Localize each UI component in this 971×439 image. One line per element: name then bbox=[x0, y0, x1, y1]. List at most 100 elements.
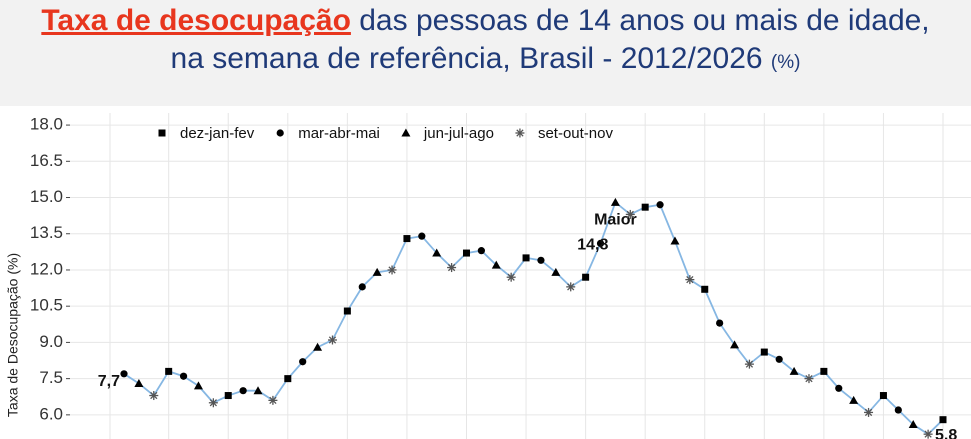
y-tick-label: 9.0 bbox=[39, 332, 63, 351]
marker-asterisk bbox=[268, 395, 278, 405]
asterisk-stroke bbox=[388, 266, 396, 274]
circle bbox=[656, 201, 664, 209]
triangle bbox=[908, 420, 918, 429]
marker-asterisk bbox=[625, 209, 635, 219]
y-tick-label: 13.5 bbox=[30, 223, 63, 242]
marker-asterisk bbox=[744, 359, 754, 369]
marker-triangle bbox=[908, 420, 918, 429]
marker-square bbox=[582, 273, 590, 281]
marker-square bbox=[760, 348, 768, 356]
asterisk-stroke bbox=[567, 283, 575, 291]
triangle bbox=[730, 340, 740, 349]
square bbox=[403, 235, 411, 243]
value-label: 5,8 bbox=[935, 427, 957, 439]
circle bbox=[775, 355, 783, 363]
marker-circle bbox=[418, 232, 426, 240]
square bbox=[939, 416, 947, 424]
marker-triangle bbox=[849, 395, 859, 404]
circle bbox=[835, 384, 843, 392]
marker-circle bbox=[477, 247, 485, 255]
legend-label: dez-jan-fev bbox=[180, 125, 255, 142]
marker-square bbox=[284, 375, 292, 383]
square bbox=[165, 367, 173, 375]
square bbox=[879, 392, 887, 400]
asterisk-stroke bbox=[805, 374, 813, 383]
marker-triangle bbox=[789, 366, 799, 375]
marker-circle bbox=[179, 372, 188, 380]
asterisk-stroke bbox=[924, 430, 932, 438]
asterisk-stroke bbox=[150, 391, 158, 400]
marker-asterisk bbox=[208, 398, 218, 408]
marker-circle bbox=[358, 283, 366, 291]
marker-asterisk bbox=[327, 335, 337, 345]
marker-triangle bbox=[730, 340, 740, 349]
asterisk-stroke bbox=[864, 408, 873, 417]
marker-triangle bbox=[134, 378, 144, 387]
square bbox=[760, 348, 768, 356]
legend-label: set-out-nov bbox=[538, 125, 614, 142]
value-label: 14,8 bbox=[577, 237, 608, 254]
triangle bbox=[193, 381, 203, 390]
title-unit: (%) bbox=[770, 52, 801, 73]
square bbox=[820, 367, 828, 375]
marker-square bbox=[224, 392, 232, 400]
marker-asterisk bbox=[506, 272, 516, 282]
title-highlight: Taxa de desocupação bbox=[41, 4, 351, 37]
marker-square bbox=[462, 249, 470, 257]
asterisk-stroke bbox=[209, 399, 217, 407]
marker-square bbox=[522, 254, 530, 262]
triangle bbox=[551, 267, 561, 276]
circle bbox=[120, 370, 128, 378]
marker-circle bbox=[775, 355, 783, 363]
triangle bbox=[134, 378, 144, 387]
asterisk-stroke bbox=[686, 275, 694, 284]
legend-marker bbox=[158, 129, 166, 137]
asterisk-stroke bbox=[328, 336, 337, 344]
marker-circle bbox=[835, 384, 843, 392]
legend-marker bbox=[276, 129, 284, 137]
triangle bbox=[372, 267, 382, 276]
asterisk-stroke bbox=[626, 210, 634, 219]
square bbox=[582, 273, 590, 281]
circle bbox=[299, 358, 307, 366]
square bbox=[224, 392, 232, 400]
asterisk-stroke bbox=[507, 273, 515, 281]
square bbox=[701, 285, 709, 293]
triangle bbox=[610, 197, 620, 206]
marker-triangle bbox=[193, 381, 203, 390]
triangle bbox=[432, 248, 442, 257]
marker-square bbox=[820, 367, 828, 375]
triangle bbox=[253, 386, 263, 395]
marker-triangle bbox=[551, 267, 561, 276]
header: Taxa de desocupação das pessoas de 14 an… bbox=[0, 0, 971, 106]
square bbox=[343, 307, 351, 315]
marker-circle bbox=[537, 256, 545, 264]
y-tick-label: 12.0 bbox=[30, 259, 63, 278]
y-tick-label: 18.0 bbox=[30, 115, 63, 134]
y-tick-label: 7.5 bbox=[39, 368, 63, 387]
circle bbox=[894, 406, 902, 414]
square bbox=[641, 203, 649, 211]
triangle bbox=[491, 260, 501, 269]
marker-triangle bbox=[491, 260, 501, 269]
circle bbox=[716, 319, 724, 327]
marker-square bbox=[701, 285, 709, 293]
marker-triangle bbox=[313, 342, 323, 351]
marker-square bbox=[879, 392, 887, 400]
marker-square bbox=[939, 416, 947, 424]
marker-square bbox=[403, 235, 411, 243]
marker-square bbox=[343, 307, 351, 315]
annotation: Maior bbox=[594, 212, 637, 229]
marker-triangle bbox=[253, 386, 263, 395]
marker-circle bbox=[596, 239, 605, 247]
circle bbox=[477, 247, 485, 255]
square bbox=[522, 254, 530, 262]
marker-triangle bbox=[610, 197, 620, 206]
asterisk-stroke bbox=[269, 396, 277, 405]
triangle bbox=[670, 236, 680, 245]
marker-circle bbox=[716, 319, 724, 327]
square bbox=[158, 129, 166, 137]
triangle bbox=[789, 366, 799, 375]
